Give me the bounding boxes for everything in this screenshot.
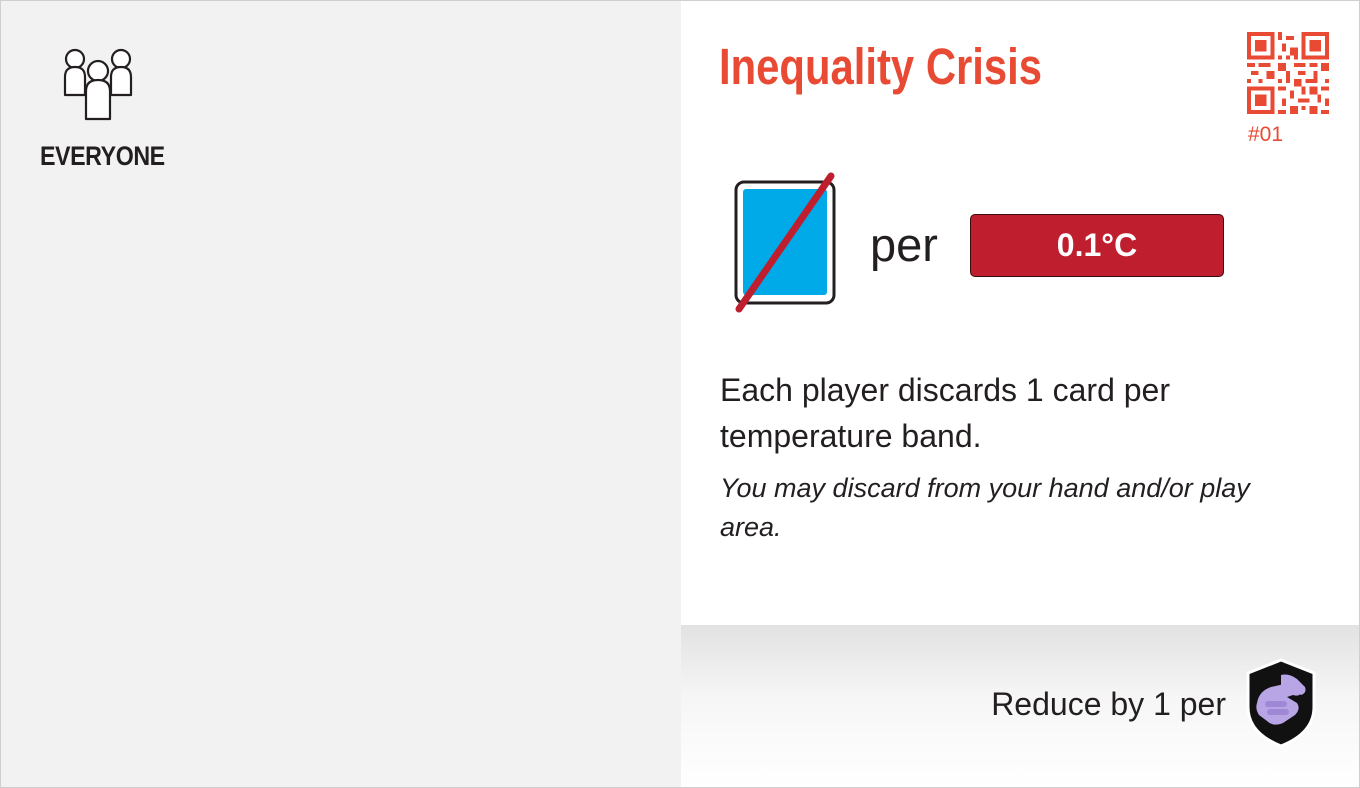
- reduction-bar: Reduce by 1 per: [681, 625, 1359, 787]
- card-right-panel: Inequality Crisis: [681, 1, 1359, 787]
- qr-code-icon: [1247, 32, 1329, 114]
- cost-per-label: per: [870, 218, 938, 271]
- discard-card-icon: [734, 172, 836, 313]
- card-left-panel: EVERYONE: [1, 1, 681, 787]
- card-title: Inequality Crisis: [719, 38, 1043, 95]
- cooperation-shield-icon: [1246, 658, 1316, 748]
- people-group-icon: [63, 48, 133, 121]
- target-label: EVERYONE: [40, 141, 165, 171]
- flavor-text: You may discard from your hand and/or pl…: [720, 473, 1250, 542]
- temperature-badge: 0.1°C: [970, 214, 1224, 277]
- reduction-label: Reduce by 1 per: [991, 686, 1226, 722]
- card-number: #01: [1248, 123, 1284, 146]
- effect-text: Each player discards 1 card per temperat…: [720, 372, 1170, 454]
